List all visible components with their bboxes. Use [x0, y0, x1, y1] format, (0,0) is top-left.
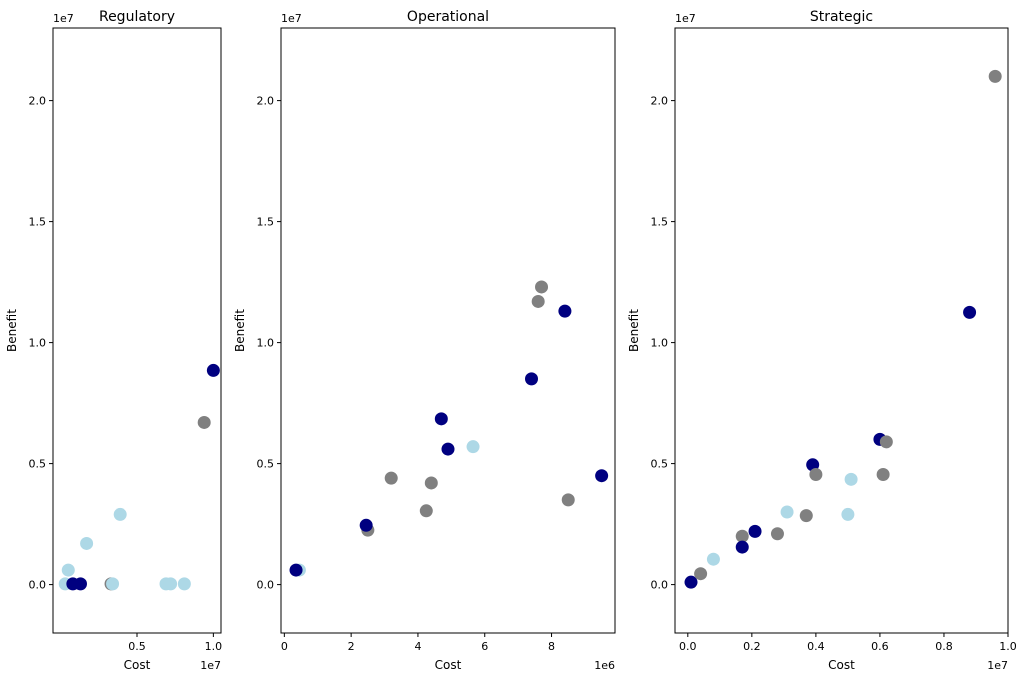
data-point	[106, 577, 120, 591]
y-offset-label: 1e7	[675, 12, 696, 25]
data-point	[780, 505, 794, 519]
x-tick-label: 0.2	[743, 640, 761, 653]
data-point	[748, 524, 762, 538]
data-point	[164, 577, 178, 591]
x-tick-label: 4	[414, 640, 421, 653]
y-tick-label: 0.5	[651, 458, 669, 471]
x-axis-label: Cost	[828, 658, 855, 672]
y-tick-label: 1.5	[257, 216, 275, 229]
data-point	[799, 509, 813, 523]
data-point	[206, 363, 220, 377]
data-point	[809, 467, 823, 481]
data-point	[441, 442, 455, 456]
y-tick-label: 0.0	[29, 579, 47, 592]
x-tick-label: 8	[548, 640, 555, 653]
data-point	[706, 552, 720, 566]
data-point	[525, 372, 538, 386]
y-tick-label: 2.0	[29, 95, 47, 108]
data-point	[197, 415, 211, 429]
data-point	[879, 435, 893, 449]
y-offset-label: 1e7	[281, 12, 302, 25]
data-point	[841, 507, 855, 521]
x-tick-label: 0.0	[679, 640, 697, 653]
data-point	[876, 467, 890, 481]
y-tick-label: 2.0	[651, 95, 669, 108]
y-axis-label: Benefit	[5, 309, 19, 352]
data-point	[359, 518, 373, 532]
y-tick-label: 1.5	[29, 216, 47, 229]
data-point	[80, 536, 94, 550]
y-tick-label: 2.0	[257, 95, 275, 108]
plot-frame	[674, 27, 1009, 634]
data-point	[177, 577, 191, 591]
data-point	[434, 412, 448, 426]
y-tick-label: 1.0	[29, 337, 47, 350]
data-point	[73, 577, 87, 591]
x-axis-label: Cost	[124, 658, 151, 672]
x-tick-label: 0.5	[128, 640, 146, 653]
x-tick-label: 1.0	[999, 640, 1017, 653]
data-point	[561, 493, 575, 507]
data-point	[770, 527, 784, 541]
data-point	[684, 575, 698, 589]
y-tick-label: 1.0	[651, 337, 669, 350]
data-point	[531, 294, 545, 308]
chart-title: Regulatory	[99, 9, 175, 25]
y-tick-label: 0.5	[257, 458, 275, 471]
data-point	[735, 529, 749, 543]
plot-frame	[52, 27, 222, 634]
y-offset-label: 1e7	[53, 12, 74, 25]
x-tick-label: 0.4	[807, 640, 825, 653]
x-tick-label: 0.6	[871, 640, 889, 653]
data-point	[535, 280, 549, 294]
data-point	[595, 469, 609, 483]
x-tick-label: 0	[281, 640, 288, 653]
chart-title: Operational	[407, 9, 489, 25]
x-offset-label: 1e7	[200, 659, 221, 672]
data-point	[694, 567, 708, 581]
y-tick-label: 0.0	[257, 579, 275, 592]
x-tick-label: 0.8	[935, 640, 953, 653]
data-point	[844, 472, 858, 486]
data-point	[289, 563, 303, 577]
data-point	[384, 471, 398, 485]
data-point	[963, 305, 977, 319]
y-tick-label: 0.0	[651, 579, 669, 592]
data-point	[558, 304, 572, 318]
y-axis-label: Benefit	[233, 309, 247, 352]
y-tick-label: 1.0	[257, 337, 275, 350]
data-point	[988, 69, 1002, 83]
y-tick-label: 0.5	[29, 458, 47, 471]
data-point	[113, 507, 127, 521]
data-point	[424, 476, 438, 490]
plot-frame	[280, 27, 616, 634]
chart-panel-0: 0.5 1.0 0.0 0.5 1.0 1.5 2.0 Regulatory Cost Benef…	[5, 9, 222, 672]
data-point	[61, 563, 75, 577]
chart-title: Strategic	[810, 9, 873, 25]
x-axis-label: Cost	[435, 658, 462, 672]
data-point	[419, 504, 433, 518]
data-point	[466, 440, 480, 454]
x-tick-label: 1.0	[205, 640, 223, 653]
x-offset-label: 1e6	[594, 659, 615, 672]
x-tick-label: 2	[348, 640, 355, 653]
y-axis-label: Benefit	[627, 309, 641, 352]
chart-panel-2: 0.0 0.2 0.4 0.6 0.8 1.0 0.0 0.5 1.0 1.5 2.0 Strateg…	[627, 9, 1017, 672]
y-tick-label: 1.5	[651, 216, 669, 229]
data-point	[735, 540, 749, 554]
x-tick-label: 6	[481, 640, 488, 653]
x-offset-label: 1e7	[987, 659, 1008, 672]
chart-panel-1: 0 2 4 6 8 0.0 0.5 1.0 1.5 2.0 Operational Cost Benef…	[233, 9, 616, 672]
